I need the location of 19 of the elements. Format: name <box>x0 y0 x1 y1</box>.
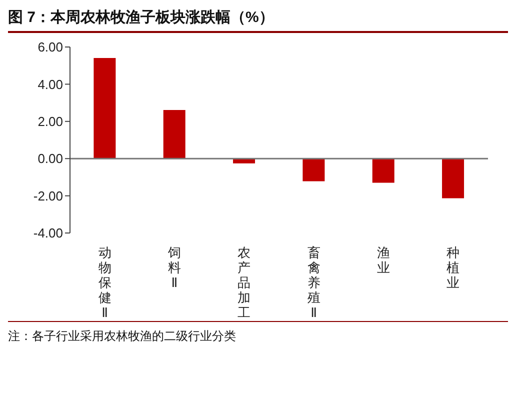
y-tick-label: -4.00 <box>33 226 63 241</box>
text: 注：各子行业采用农林牧渔的二级行业分类 <box>8 328 237 345</box>
x-tick-label: 种植业 <box>446 245 460 290</box>
bar <box>163 110 186 159</box>
y-tick-label: 6.00 <box>38 40 63 55</box>
x-tick-label: 农产品加工 <box>238 245 251 320</box>
x-tick-label: 动物保健Ⅱ <box>98 245 112 320</box>
bar <box>442 158 464 198</box>
x-tick-label: 渔业 <box>377 245 390 275</box>
y-tick-label: 0.00 <box>38 151 63 166</box>
y-tick-label: 2.00 <box>38 114 63 130</box>
chart-title: 图 7：本周农林牧渔子板块涨跌幅（%） <box>8 8 508 33</box>
bar <box>372 158 394 183</box>
x-tick-label: 畜禽养殖Ⅱ <box>307 245 320 320</box>
bar <box>94 58 116 159</box>
bar <box>302 158 325 182</box>
y-tick-label: 4.00 <box>38 76 63 92</box>
y-tick-label: -2.00 <box>33 188 63 204</box>
x-tick-label: 饲料Ⅱ <box>167 245 181 290</box>
